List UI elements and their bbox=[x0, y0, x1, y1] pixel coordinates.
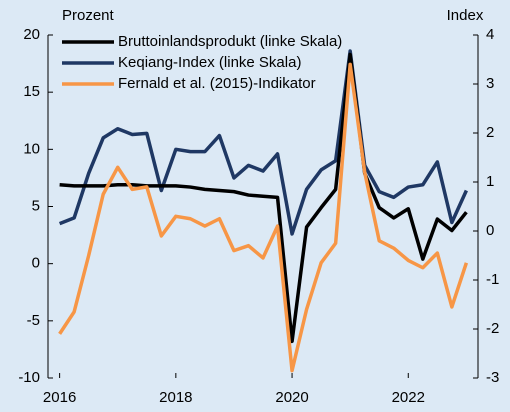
y-tick-label: 5 bbox=[32, 197, 40, 214]
x-tick-label: 2020 bbox=[275, 389, 308, 406]
y-tick-label: -5 bbox=[27, 312, 40, 329]
y-tick-label: 10 bbox=[23, 140, 40, 157]
y-tick-label: 15 bbox=[23, 83, 40, 100]
legend-label: Keqiang-Index (linke Skala) bbox=[118, 54, 301, 71]
x-tick-label: 2018 bbox=[159, 389, 192, 406]
series-line bbox=[59, 52, 468, 344]
series-line bbox=[58, 49, 468, 236]
y2-tick-label: 3 bbox=[486, 75, 494, 92]
legend-label: Fernald et al. (2015)-Indikator bbox=[118, 75, 316, 92]
series-line bbox=[58, 62, 469, 373]
y-axis-label: Prozent bbox=[62, 7, 115, 24]
x-tick-label: 2022 bbox=[392, 389, 425, 406]
y-tick-label: -10 bbox=[18, 369, 40, 386]
y-tick-label: 20 bbox=[23, 26, 40, 43]
y2-tick-label: -2 bbox=[486, 320, 499, 337]
y2-tick-label: -3 bbox=[486, 369, 499, 386]
y2-tick-label: -1 bbox=[486, 271, 499, 288]
y-tick-label: 0 bbox=[32, 255, 40, 272]
x-tick-label: 2016 bbox=[43, 389, 76, 406]
y2-tick-label: 1 bbox=[486, 173, 494, 190]
y2-tick-label: 0 bbox=[486, 222, 494, 239]
y2-tick-label: 4 bbox=[486, 26, 494, 43]
y2-axis-label: Index bbox=[447, 7, 484, 24]
legend-label: Bruttoinlandsprodukt (linke Skala) bbox=[118, 33, 342, 50]
y2-tick-label: 2 bbox=[486, 124, 494, 141]
